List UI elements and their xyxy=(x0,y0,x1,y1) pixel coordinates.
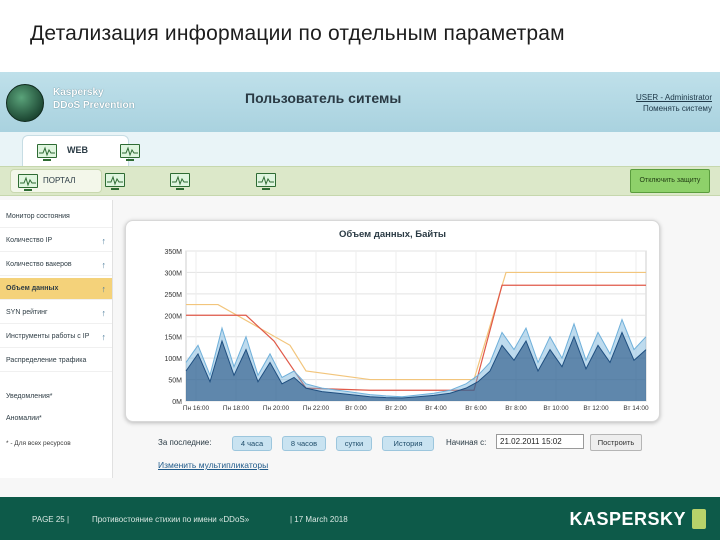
arrow-up-icon: ↑ xyxy=(101,236,107,246)
x-tick-label: Вт 6:00 xyxy=(465,405,487,412)
y-tick-label: 300M xyxy=(164,270,182,277)
page-number: PAGE 25 | xyxy=(32,515,70,524)
x-tick-label: Пн 22:00 xyxy=(303,405,330,412)
x-tick-label: Вт 8:00 xyxy=(505,405,527,412)
monitor-icon[interactable] xyxy=(105,173,125,190)
x-tick-label: Вт 10:00 xyxy=(543,405,569,412)
sidebar-item-label: Объем данных xyxy=(6,285,59,292)
y-tick-label: 200M xyxy=(164,313,182,320)
tab-portal[interactable]: ПОРТАЛ xyxy=(10,169,102,193)
start-label: Начиная с: xyxy=(446,438,487,447)
sidebar-item-syn-rating[interactable]: SYN рейтинг ↑ xyxy=(0,302,112,324)
series-line xyxy=(186,284,646,391)
app-brand: Kaspersky DDoS Prevention xyxy=(53,86,135,112)
x-tick-label: Вт 4:00 xyxy=(425,405,447,412)
arrow-up-icon: ↑ xyxy=(101,260,107,270)
page-heading: Пользователь ситемы xyxy=(245,90,402,106)
slide-title: Детализация информации по отдельным пара… xyxy=(30,22,565,45)
tab-portal-label: ПОРТАЛ xyxy=(43,176,76,185)
sidebar-item-label: Монитор состояния xyxy=(6,213,70,220)
brand-line-2: DDoS Prevention xyxy=(53,100,135,111)
menu-footnote: * - Для всех ресурсов xyxy=(6,440,71,447)
monitor-icon xyxy=(18,174,38,191)
y-tick-label: 50M xyxy=(168,378,182,385)
x-tick-label: Вт 14:00 xyxy=(623,405,649,412)
change-multipliers-link[interactable]: Изменить мультипликаторы xyxy=(158,460,269,470)
range-8h-button[interactable]: 8 часов xyxy=(282,436,326,451)
monitor-icon xyxy=(37,144,57,161)
chart-panel: Объем данных, Байты 0M 50M 100M 150M 200M 250… xyxy=(125,220,660,422)
y-tick-label: 100M xyxy=(164,356,182,363)
range-4h-button[interactable]: 4 часа xyxy=(232,436,272,451)
sidebar-item-ip-count[interactable]: Количество IP ↑ xyxy=(0,230,112,252)
tab-web-label: WEB xyxy=(67,145,88,155)
chart-title: Объем данных, Байты xyxy=(338,229,447,240)
sidebar-menu: Монитор состояния Количество IP ↑ Количе… xyxy=(0,200,113,478)
series-line xyxy=(185,331,647,399)
user-info: USER - Administrator Поменять систему xyxy=(636,92,712,114)
y-tick-label: 250M xyxy=(164,292,182,299)
x-tick-label: Пн 16:00 xyxy=(183,405,210,412)
app-header: Kaspersky DDoS Prevention Пользователь с… xyxy=(0,72,720,132)
sidebar-item-label: Количество вакеров xyxy=(6,261,72,268)
x-tick-label: Пн 18:00 xyxy=(223,405,250,412)
sidebar-item-packets[interactable]: Количество вакеров ↑ xyxy=(0,254,112,276)
x-tick-label: Вт 12:00 xyxy=(583,405,609,412)
history-button[interactable]: История xyxy=(382,436,434,451)
range-day-button[interactable]: сутки xyxy=(336,436,372,451)
x-tick-label: Вт 0:00 xyxy=(345,405,367,412)
footer-subtitle: Противостояние стихии по имени «DDoS» xyxy=(92,515,250,524)
disable-protection-button[interactable]: Отключить защиту xyxy=(630,169,710,193)
y-tick-label: 350M xyxy=(164,249,182,256)
monitor-icon[interactable] xyxy=(256,173,276,190)
monitor-icon[interactable] xyxy=(120,144,140,161)
sidebar-item-notifications[interactable]: Уведомления* xyxy=(0,386,112,408)
brand-badge-icon xyxy=(692,509,706,529)
monitor-icon[interactable] xyxy=(170,173,190,190)
series-line xyxy=(185,318,647,398)
sidebar-item-label: Распределение трафика xyxy=(6,357,87,364)
arrow-up-icon: ↑ xyxy=(101,284,107,294)
sidebar-item-anomalies[interactable]: Аномалии* xyxy=(0,408,112,430)
x-tick-label: Вт 2:00 xyxy=(385,405,407,412)
change-system-link[interactable]: Поменять систему xyxy=(642,104,712,113)
sidebar-item-label: Количество IP xyxy=(6,237,53,244)
build-button[interactable]: Построить xyxy=(590,434,642,451)
user-link[interactable]: USER - Administrator xyxy=(635,93,712,102)
start-date-input[interactable] xyxy=(496,434,584,449)
main-tabs: WEB xyxy=(0,132,720,166)
brand-line-1: Kaspersky xyxy=(53,87,104,98)
sidebar-item-label: Уведомления* xyxy=(6,393,53,400)
sidebar-item-ip-tools[interactable]: Инструменты работы с IP ↑ xyxy=(0,326,112,348)
sidebar-item-label: Аномалии* xyxy=(6,415,42,422)
y-tick-label: 0M xyxy=(172,399,182,406)
kaspersky-logo-icon xyxy=(6,84,44,122)
sidebar-item-data-volume[interactable]: Объем данных ↑ xyxy=(0,278,112,300)
x-tick-label: Пн 20:00 xyxy=(263,405,290,412)
sidebar-item-traffic-distribution[interactable]: Распределение трафика xyxy=(0,350,112,372)
arrow-up-icon: ↑ xyxy=(101,332,107,342)
tab-web[interactable]: WEB xyxy=(22,135,129,166)
for-last-label: За последние: xyxy=(158,438,212,447)
slide-footer: PAGE 25 | Противостояние стихии по имени… xyxy=(0,497,720,540)
kaspersky-brand: KASPERSKY xyxy=(569,509,686,529)
footer-date: | 17 March 2018 xyxy=(290,515,348,524)
sub-tabs: ПОРТАЛ Отключить защиту xyxy=(0,166,720,196)
y-tick-label: 150M xyxy=(164,335,182,342)
arrow-up-icon: ↑ xyxy=(101,308,107,318)
app-screenshot: Kaspersky DDoS Prevention Пользователь с… xyxy=(0,72,720,497)
sidebar-item-label: Инструменты работы с IP xyxy=(6,333,90,340)
sidebar-item-label: SYN рейтинг xyxy=(6,309,48,316)
data-volume-chart: 0M 50M 100M 150M 200M 250M 300M 350M Пн 16:00 Пн … xyxy=(164,249,649,412)
sidebar-item-status-monitor[interactable]: Монитор состояния xyxy=(0,206,112,228)
